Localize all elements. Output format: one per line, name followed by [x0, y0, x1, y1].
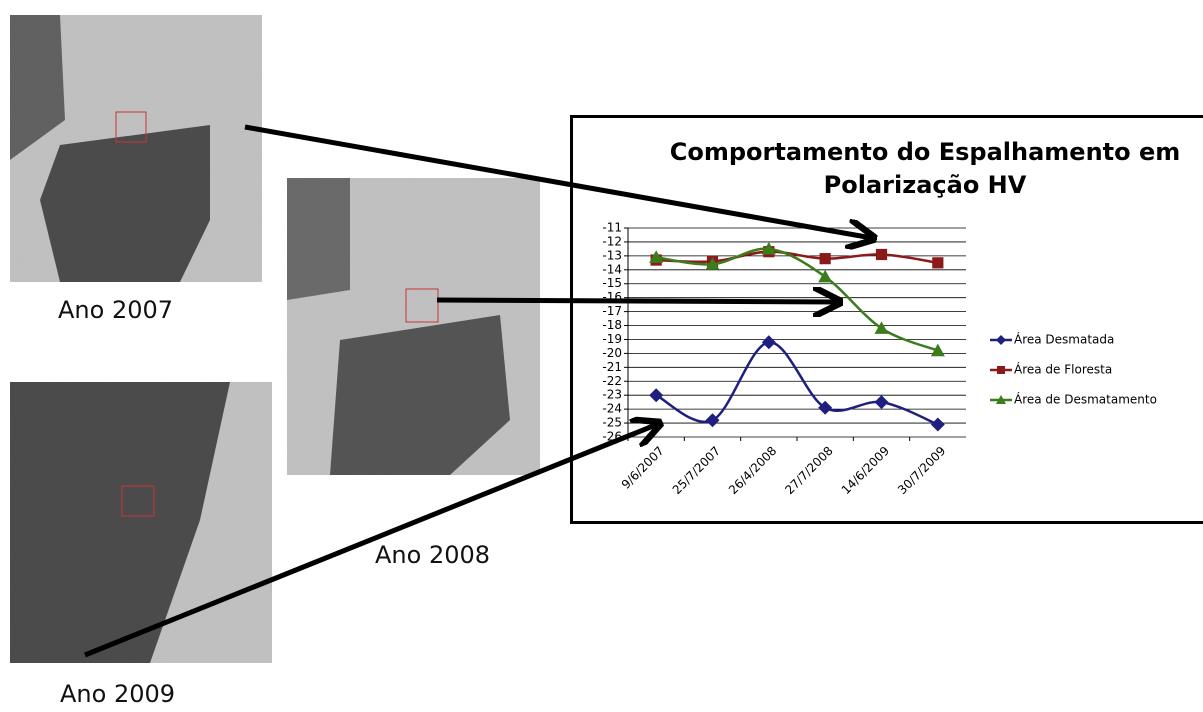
data-point: [649, 250, 664, 263]
legend-marker: [996, 335, 1006, 345]
data-point: [930, 343, 945, 357]
arrow: [244, 124, 872, 238]
chart-frame: [570, 115, 1203, 524]
image-caption: Ano 2007: [58, 296, 174, 324]
image-caption: Ano 2009: [60, 680, 176, 708]
data-point: [932, 257, 944, 269]
y-tick-label: -15: [602, 276, 622, 290]
data-point: [818, 269, 833, 283]
y-tick-label: -13: [602, 248, 622, 262]
data-point: [875, 248, 888, 261]
y-tick-label: -18: [602, 318, 622, 332]
legend-label: Área de Desmatamento: [1014, 392, 1157, 407]
data-point: [819, 253, 831, 265]
data-point: [761, 241, 776, 255]
y-tick-label: -23: [602, 388, 622, 402]
data-point: [874, 321, 889, 334]
legend-label: Área de Floresta: [1014, 362, 1112, 377]
data-point: [874, 395, 889, 410]
data-point: [705, 413, 720, 428]
sar-image-2007: [10, 15, 262, 282]
y-tick-label: -11: [602, 221, 622, 235]
chart-title: Comportamento do Espalhamento em Polariz…: [669, 138, 1181, 199]
data-point: [930, 417, 945, 432]
arrow: [436, 300, 838, 302]
y-tick-label: -25: [602, 416, 622, 430]
image-caption: Ano 2008: [375, 541, 491, 569]
data-point: [705, 257, 720, 270]
arrows: [84, 124, 872, 658]
y-tick-label: -21: [602, 360, 622, 374]
sar-image-2008: [287, 178, 540, 475]
legend-label: Área Desmatada: [1014, 332, 1114, 347]
y-tick-label: -20: [602, 346, 622, 360]
sar-image-2009: [10, 382, 272, 663]
legend-marker: [997, 366, 1005, 374]
y-tick-label: -14: [602, 262, 622, 276]
arrow: [84, 424, 658, 658]
y-tick-label: -24: [602, 402, 622, 416]
y-tick-label: -17: [602, 304, 622, 318]
y-tick-label: -12: [602, 234, 622, 248]
data-point: [649, 388, 664, 403]
y-tick-label: -19: [602, 332, 622, 346]
plot-area: -11-12-13-14-15-16-17-18-19-20-21-22-23-…: [602, 221, 1157, 498]
y-tick-label: -22: [602, 374, 622, 388]
data-point: [818, 400, 833, 415]
data-point: [761, 335, 776, 350]
legend-marker: [996, 395, 1006, 404]
